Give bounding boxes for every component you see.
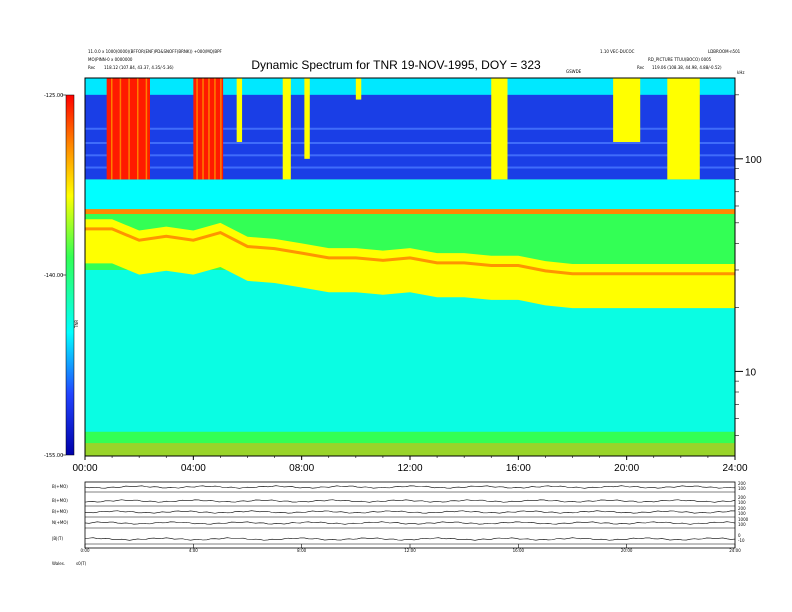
burst-stripe [145, 78, 148, 180]
burst-stripe [111, 78, 113, 180]
x-tick-label: 00:00 [72, 463, 97, 474]
panel-trace [84, 485, 736, 489]
panel-x-tick-label: 16:00 [513, 548, 525, 553]
footer-sub: s0(T) [76, 561, 87, 566]
x-tick-label: 16:00 [506, 463, 531, 474]
panel-label: B(+MO) [52, 509, 68, 514]
panel-x-tick-label: 8:00 [297, 548, 306, 553]
radio-burst [193, 78, 224, 180]
header-left-line1: 11.0.0 x 1000(0000)(BFFOR(ENF)PD&SNOFF(B… [88, 49, 222, 54]
spectrum-area [85, 78, 735, 456]
header-right-line2: RD_PICTURE TTUU(BOCO) 0005 [648, 57, 712, 62]
radio-burst [304, 78, 310, 159]
header-mid-label: GSWDE [566, 69, 582, 74]
low-freq-strip [85, 443, 735, 456]
burst-stripe [128, 78, 130, 180]
top-cyan-strip [85, 78, 735, 95]
khz-label: kHz [737, 70, 745, 75]
panel-right-tick: -10 [738, 538, 745, 543]
panel-x-tick-label: 20:00 [621, 548, 633, 553]
y-axis: 100 10 [735, 94, 762, 436]
radio-burst [282, 78, 291, 180]
x-tick-label: 24:00 [722, 463, 747, 474]
header-right-values: 119.06 (108.38, 44.98, 4.88/-0.52) [652, 65, 722, 70]
colorbar-ticks: -125.00 -140.00 -155.00 [44, 93, 66, 459]
x-tick-label: 08:00 [289, 463, 314, 474]
panel-right-tick: 100 [738, 486, 746, 491]
x-tick-label: 04:00 [181, 463, 206, 474]
y-tick-label: 10 [745, 367, 757, 378]
burst-stripe [196, 78, 198, 180]
colorbar-tick-label: -140.00 [44, 273, 63, 279]
colorbar-tick-label: -155.00 [44, 453, 63, 459]
panel-right-tick: 100 [738, 511, 746, 516]
x-tick-label: 12:00 [397, 463, 422, 474]
burst-stripe [202, 78, 204, 180]
header-right-rec: Rec [637, 65, 645, 70]
burst-stripe [119, 78, 122, 180]
chart-title: Dynamic Spectrum for TNR 19-NOV-1995, DO… [251, 58, 541, 72]
header-right-line1b: LDBROOM-n501 [708, 49, 741, 54]
radio-burst [355, 78, 362, 100]
colorbar-tick-label: -125.00 [44, 93, 63, 99]
panel-right-tick: 200 [738, 495, 746, 500]
plasma-line-core [85, 227, 735, 276]
radio-burst [491, 78, 508, 180]
panel-x-tick-label: 24:00 [729, 548, 741, 553]
footer-label: Wales. [52, 561, 66, 566]
y-tick-label: 100 [745, 155, 762, 166]
panel-label: B(+MO) [52, 498, 68, 503]
panel-trace [84, 499, 736, 503]
panel-right-tick: 0 [738, 533, 741, 538]
panel-right-tick: 200 [738, 506, 746, 511]
panel-trace [84, 521, 736, 525]
radio-burst [613, 78, 641, 142]
blue-streak [85, 141, 735, 144]
blue-streak [85, 154, 735, 157]
panel-right-tick: 100 [738, 522, 746, 527]
panel-label: B(+MO) [52, 484, 68, 489]
header-left-line2: MO(PINN-0 x 0000000 [88, 57, 133, 62]
radio-burst [236, 78, 243, 142]
panel-trace [84, 510, 736, 514]
burst-stripe [137, 78, 139, 180]
panel-label: |B|(T) [52, 536, 63, 541]
x-axis: 00:00 04:00 08:00 12:00 16:00 20:00 24:00 [72, 456, 748, 474]
blue-streak [85, 127, 735, 130]
x-tick-label: 20:00 [614, 463, 639, 474]
panel-label: N(+MO) [52, 520, 69, 525]
header-left-values: 118.12 (107.84, 43.37, 4.35/-5.36) [104, 65, 174, 70]
colorbar-label: TNR [74, 320, 79, 329]
plasma-line-band [85, 219, 735, 309]
panel-right-tick: 200 [738, 481, 746, 486]
header-left-rec: Rec [88, 65, 96, 70]
bottom-panels: B(+MO)200100B(+MO)200100B(+MO)200100N(+M… [52, 481, 749, 553]
panel-x-tick-label: 4:00 [189, 548, 198, 553]
blue-streak [85, 166, 735, 169]
cyan-transition [85, 179, 735, 210]
panel-trace [84, 537, 736, 541]
panel-right-tick: 100 [738, 500, 746, 505]
burst-stripe [220, 78, 222, 180]
colorbar [65, 94, 75, 456]
panel-right-tick: 1000 [738, 517, 749, 522]
burst-stripe [214, 78, 216, 180]
header-right-line1: 1.10 VEC-DUCOC [600, 49, 635, 54]
radio-burst [667, 78, 700, 180]
burst-stripe [208, 78, 210, 180]
panel-x-tick-label: 12:00 [404, 548, 416, 553]
panel-x-tick-label: 0:00 [81, 548, 90, 553]
